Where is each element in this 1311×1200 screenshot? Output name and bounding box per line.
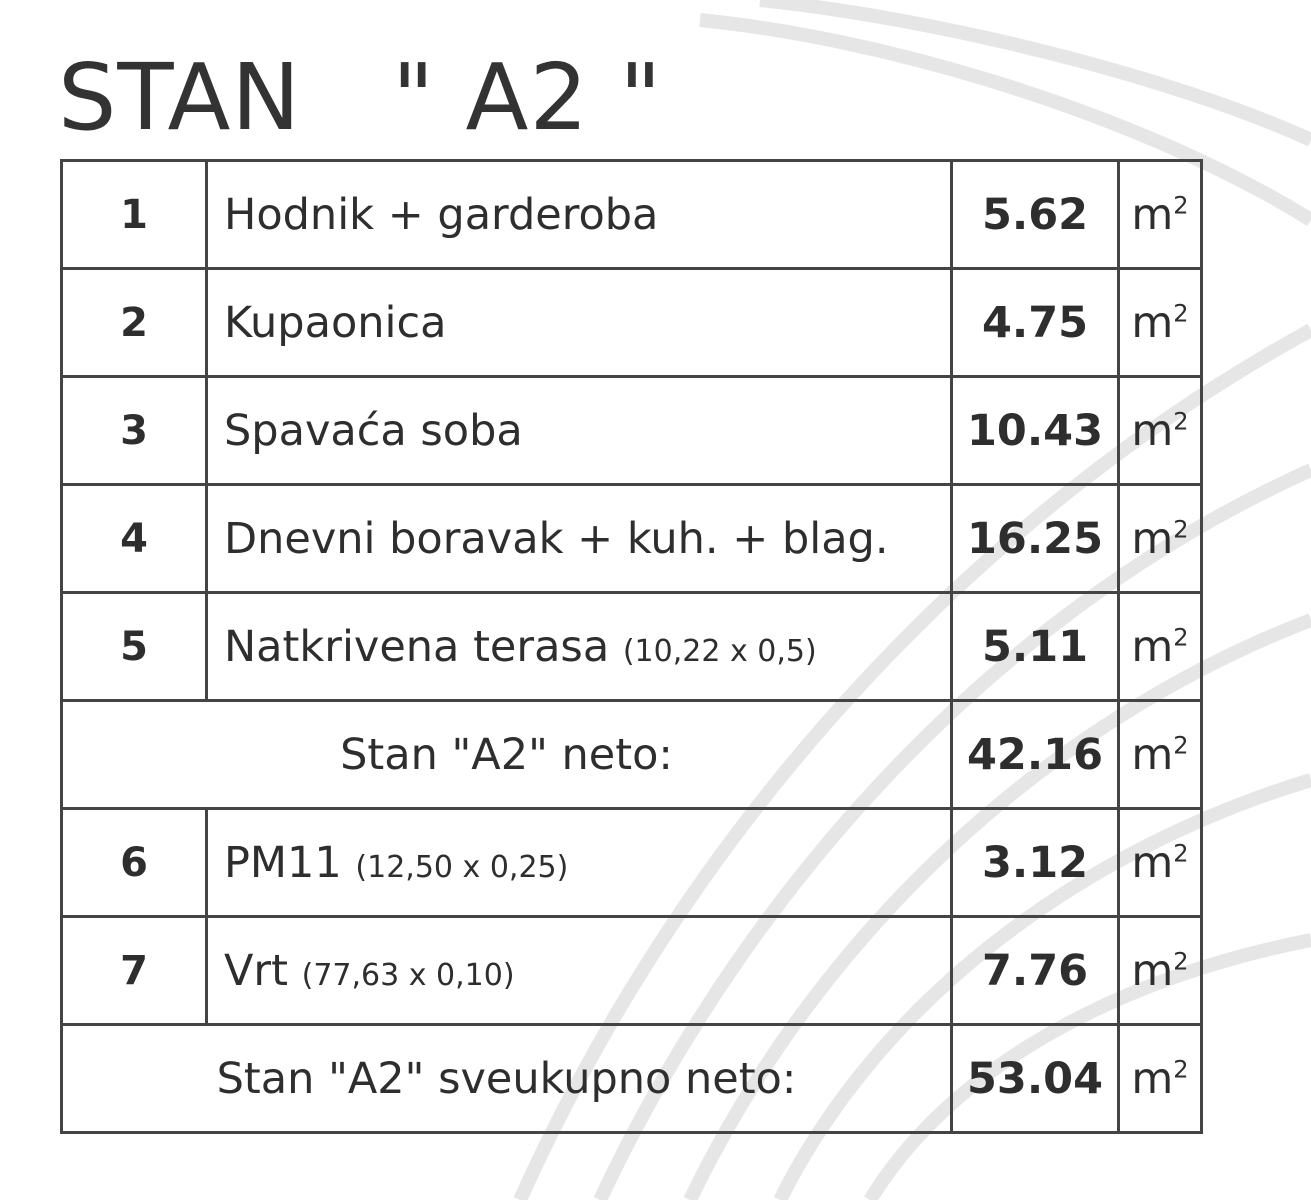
table-row: 3 Spavaća soba 10.43 m2 [60,375,1203,486]
room-area: 16.25 [950,483,1120,594]
room-number: 2 [60,267,208,378]
total-area: 53.04 [950,1023,1120,1134]
room-name: Vrt [224,945,302,996]
room-name-cell: Natkrivena terasa (10,22 x 0,5) [205,591,953,702]
room-area: 3.12 [950,807,1120,918]
unit-cell: m2 [1117,267,1203,378]
unit-cell: m2 [1117,1023,1203,1134]
unit-label: m [1131,621,1174,672]
room-number: 3 [60,375,208,486]
subtotal-label: Stan "A2" neto: [60,699,953,810]
room-area: 7.76 [950,915,1120,1026]
room-area: 4.75 [950,267,1120,378]
unit-label: m [1131,405,1174,456]
unit-cell: m2 [1117,483,1203,594]
unit-label: m [1131,1053,1174,1104]
table-row: 1 Hodnik + garderoba 5.62 m2 [60,159,1203,270]
unit-cell: m2 [1117,699,1203,810]
room-number: 6 [60,807,208,918]
unit-cell: m2 [1117,375,1203,486]
table-row: 7 Vrt (77,63 x 0,10) 7.76 m2 [60,915,1203,1026]
unit-label: m [1131,945,1174,996]
room-name: Hodnik + garderoba [224,189,659,240]
unit-exponent: 2 [1173,623,1189,652]
unit-label: m [1131,297,1174,348]
unit-cell: m2 [1117,807,1203,918]
table-row: 5 Natkrivena terasa (10,22 x 0,5) 5.11 m2 [60,591,1203,702]
total-label: Stan "A2" sveukupno neto: [60,1023,953,1134]
room-dimensions: (12,50 x 0,25) [355,849,569,885]
unit-label: m [1131,513,1174,564]
room-number: 1 [60,159,208,270]
room-name: Natkrivena terasa [224,621,623,672]
unit-exponent: 2 [1173,407,1189,436]
subtotal-area: 42.16 [950,699,1120,810]
unit-label: m [1131,729,1174,780]
room-dimensions: (10,22 x 0,5) [622,633,817,669]
room-name: PM11 [224,837,356,888]
room-area: 5.11 [950,591,1120,702]
total-row: Stan "A2" sveukupno neto: 53.04 m2 [60,1023,1203,1134]
room-name-cell: Vrt (77,63 x 0,10) [205,915,953,1026]
room-number: 5 [60,591,208,702]
unit-cell: m2 [1117,915,1203,1026]
unit-exponent: 2 [1173,191,1189,220]
room-area: 5.62 [950,159,1120,270]
subtotal-row: Stan "A2" neto: 42.16 m2 [60,699,1203,810]
unit-exponent: 2 [1173,515,1189,544]
unit-exponent: 2 [1173,299,1189,328]
unit-cell: m2 [1117,591,1203,702]
unit-label: m [1131,189,1174,240]
page-title: STAN " A2 " [58,44,663,151]
room-name: Kupaonica [224,297,447,348]
room-name-cell: PM11 (12,50 x 0,25) [205,807,953,918]
area-table: 1 Hodnik + garderoba 5.62 m2 2 Kupaonica … [60,159,1203,1134]
room-name-cell: Dnevni boravak + kuh. + blag. [205,483,953,594]
unit-exponent: 2 [1173,947,1189,976]
table-row: 2 Kupaonica 4.75 m2 [60,267,1203,378]
room-number: 7 [60,915,208,1026]
room-name: Spavaća soba [224,405,523,456]
table-row: 6 PM11 (12,50 x 0,25) 3.12 m2 [60,807,1203,918]
unit-exponent: 2 [1173,839,1189,868]
room-name-cell: Kupaonica [205,267,953,378]
room-dimensions: (77,63 x 0,10) [301,957,515,993]
table-row: 4 Dnevni boravak + kuh. + blag. 16.25 m2 [60,483,1203,594]
room-number: 4 [60,483,208,594]
room-name-cell: Spavaća soba [205,375,953,486]
unit-cell: m2 [1117,159,1203,270]
unit-exponent: 2 [1173,731,1189,760]
room-name-cell: Hodnik + garderoba [205,159,953,270]
unit-label: m [1131,837,1174,888]
unit-exponent: 2 [1173,1055,1189,1084]
room-area: 10.43 [950,375,1120,486]
room-name: Dnevni boravak + kuh. + blag. [224,513,889,564]
